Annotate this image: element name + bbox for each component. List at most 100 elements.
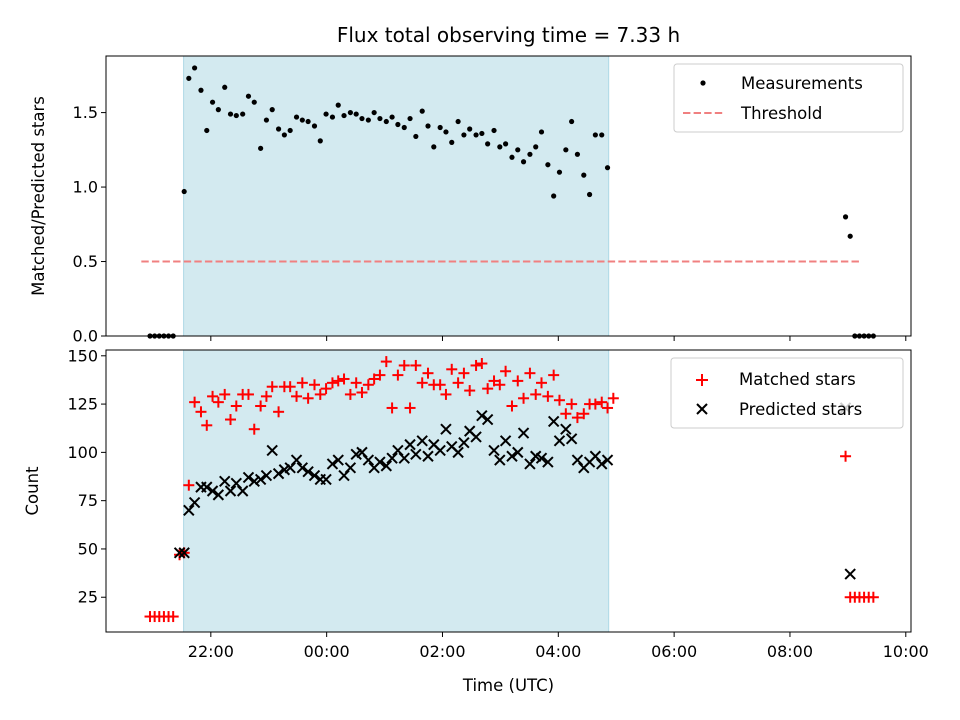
measurement-point — [263, 117, 270, 123]
measurement-point — [503, 141, 509, 147]
matched-star-point — [416, 377, 428, 389]
measurement-point — [353, 111, 359, 117]
measurement-point — [389, 114, 395, 120]
matched-star-point — [548, 369, 560, 381]
matched-star-point — [219, 388, 231, 400]
matched-star-point — [195, 406, 207, 418]
predicted-star-point — [254, 473, 267, 486]
matched-star-point — [452, 377, 464, 389]
predicted-star-point — [201, 481, 213, 493]
predicted-star-point — [553, 435, 566, 447]
matched-star-point — [607, 392, 619, 404]
measurement-point — [515, 147, 521, 153]
measurement-point — [413, 133, 419, 140]
predicted-star-point — [332, 454, 344, 466]
measurement-point — [281, 132, 287, 138]
measurement-point — [467, 126, 473, 132]
matched-star-point — [488, 375, 500, 387]
bottom-y-tick-label: 100 — [67, 443, 98, 462]
predicted-star-point — [374, 456, 386, 468]
measurement-point — [181, 188, 187, 195]
predicted-star-point — [416, 435, 428, 447]
measurement-point — [497, 144, 503, 150]
matched-star-point — [284, 381, 296, 393]
top-legend: Measurements Threshold — [673, 63, 904, 133]
x-tick-label: 06:00 — [651, 642, 697, 661]
predicted-star-point — [248, 475, 260, 488]
matched-star-point — [506, 400, 518, 412]
matched-star-point — [255, 400, 267, 412]
matched-star-point — [338, 373, 350, 385]
measurement-point — [533, 144, 539, 150]
x-tick-label: 04:00 — [535, 642, 581, 661]
predicted-star-point — [398, 452, 410, 464]
matched-star-point — [230, 400, 242, 412]
predicted-star-point — [266, 444, 278, 457]
bottom-x-axis: 22:00 00:00 02:00 04:00 06:00 08:00 10:00 — [188, 632, 929, 661]
measurement-point — [592, 132, 598, 138]
matched-star-point — [225, 414, 237, 426]
predicted-star-point — [596, 458, 608, 470]
top-legend-box — [673, 63, 904, 133]
measurement-point — [407, 115, 413, 122]
predicted-star-point — [326, 458, 339, 470]
bottom-shaded-span — [183, 350, 609, 632]
measurement-point — [479, 130, 485, 137]
matched-star-point — [578, 408, 590, 420]
predicted-star-point — [173, 547, 186, 559]
measurement-point — [551, 193, 557, 199]
measurement-point — [240, 111, 246, 117]
predicted-star-point — [844, 568, 856, 580]
predicted-star-point — [512, 446, 524, 459]
bottom-y-axis-label: Count — [23, 466, 42, 516]
measurement-point — [545, 162, 551, 168]
measurement-point — [251, 99, 257, 105]
matched-star-point — [566, 398, 578, 410]
predicted-star-point — [344, 462, 357, 474]
predicted-star-point — [452, 446, 464, 459]
measurement-point — [604, 165, 611, 171]
measurement-point — [485, 141, 491, 147]
measurement-point — [222, 84, 228, 90]
matched-star-point — [482, 383, 494, 395]
measurement-point — [437, 124, 443, 131]
matched-star-point — [476, 358, 488, 370]
measurement-point — [538, 129, 545, 135]
measurement-point — [520, 159, 527, 165]
predicted-star-point — [470, 431, 482, 443]
matched-star-point — [248, 423, 260, 435]
predicted-star-point — [499, 435, 512, 447]
bottom-legend: Matched stars Predicted stars — [670, 357, 904, 429]
bottom-y-axis: 25 50 75 100 125 150 — [67, 346, 106, 607]
x-tick-label: 02:00 — [419, 642, 465, 661]
predicted-star-point — [488, 444, 500, 457]
matched-star-point — [518, 392, 530, 404]
predicted-star-point — [178, 547, 190, 559]
matched-star-point — [560, 408, 572, 420]
matched-star-point — [446, 363, 458, 375]
measurement-point — [449, 139, 455, 145]
measurement-point — [425, 123, 431, 129]
matched-star-point — [589, 398, 601, 410]
matched-star-point — [260, 390, 272, 402]
top-x-axis-ticks — [210, 336, 907, 341]
measurement-point — [287, 127, 293, 134]
measurement-point — [563, 147, 569, 153]
predicted-star-point — [302, 465, 314, 478]
measurement-point — [192, 65, 198, 71]
measurement-point — [311, 123, 318, 129]
matched-star-point — [380, 356, 392, 368]
predicted-star-point — [219, 475, 231, 488]
measurement-point — [431, 144, 437, 150]
bottom-legend-box — [670, 357, 904, 429]
predicted-star-point — [601, 454, 614, 466]
matched-star-point — [458, 367, 470, 379]
bottom-plot-frame — [105, 349, 912, 633]
legend-label-measurements: Measurements — [741, 74, 863, 93]
matched-star-point — [398, 359, 410, 371]
measurement-point — [347, 109, 353, 116]
matched-stars-series — [144, 356, 879, 623]
bottom-panel: 25 50 75 100 125 150 22:00 00:00 02:00 04:00 06:0… — [23, 346, 929, 695]
predicted-star-point — [380, 460, 393, 472]
